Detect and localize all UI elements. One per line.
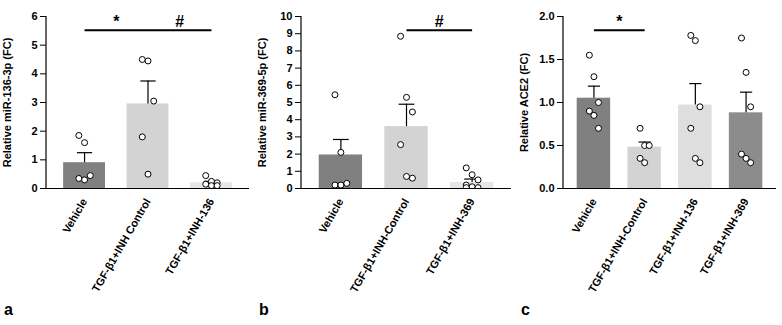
- html-text:c: c: [521, 301, 530, 318]
- svg-text:TGF-β1+INH-369: TGF-β1+INH-369: [698, 196, 751, 276]
- svg-text:*: *: [113, 13, 120, 30]
- svg-text:1.5: 1.5: [539, 53, 554, 65]
- svg-text:9: 9: [286, 27, 292, 39]
- svg-text:4: 4: [31, 67, 38, 79]
- svg-text:#: #: [175, 13, 184, 30]
- svg-text:TGF-β1+INH-Control: TGF-β1+INH-Control: [586, 196, 650, 294]
- svg-text:TGF-β1+INH-136: TGF-β1+INH-136: [163, 196, 216, 276]
- svg-text:2.0: 2.0: [539, 10, 554, 22]
- svg-text:3: 3: [31, 96, 37, 108]
- svg-text:7: 7: [286, 62, 292, 74]
- svg-text:2: 2: [31, 125, 37, 137]
- svg-text:Relative miR-136-3p (FC): Relative miR-136-3p (FC): [1, 37, 13, 167]
- svg-text:Relative miR-369-5p (FC): Relative miR-369-5p (FC): [256, 37, 268, 167]
- svg-text:4: 4: [286, 113, 293, 125]
- svg-text:0: 0: [31, 182, 37, 194]
- svg-text:0.5: 0.5: [539, 139, 554, 151]
- svg-text:1.0: 1.0: [539, 96, 554, 108]
- svg-text:2: 2: [286, 148, 292, 160]
- svg-text:1: 1: [31, 153, 37, 165]
- svg-text:5: 5: [286, 96, 292, 108]
- svg-text:0.0: 0.0: [539, 182, 554, 194]
- svg-text:Vehicle: Vehicle: [316, 196, 345, 235]
- svg-text:#: #: [435, 13, 444, 30]
- svg-text:Relative ACE2 (FC): Relative ACE2 (FC): [518, 53, 530, 153]
- svg-text:TGF-β1+INH Control: TGF-β1+INH Control: [89, 196, 152, 294]
- svg-text:10: 10: [280, 10, 292, 22]
- svg-text:5: 5: [31, 39, 37, 51]
- svg-text:1: 1: [286, 165, 292, 177]
- svg-text:TGF-β1+INH-369: TGF-β1+INH-369: [424, 196, 477, 276]
- html-text:b: b: [259, 301, 269, 318]
- html-text:a: a: [4, 301, 13, 318]
- svg-text:0: 0: [286, 182, 292, 194]
- svg-text:TGF-β1+INH-136: TGF-β1+INH-136: [647, 196, 700, 276]
- svg-text:3: 3: [286, 130, 292, 142]
- svg-text:6: 6: [31, 10, 37, 22]
- svg-text:*: *: [616, 13, 623, 30]
- svg-text:8: 8: [286, 44, 292, 56]
- svg-text:Vehicle: Vehicle: [569, 196, 598, 235]
- svg-text:TGF-β1+INH-Control: TGF-β1+INH-Control: [348, 196, 412, 294]
- svg-text:6: 6: [286, 79, 292, 91]
- svg-text:Vehicle: Vehicle: [60, 196, 89, 235]
